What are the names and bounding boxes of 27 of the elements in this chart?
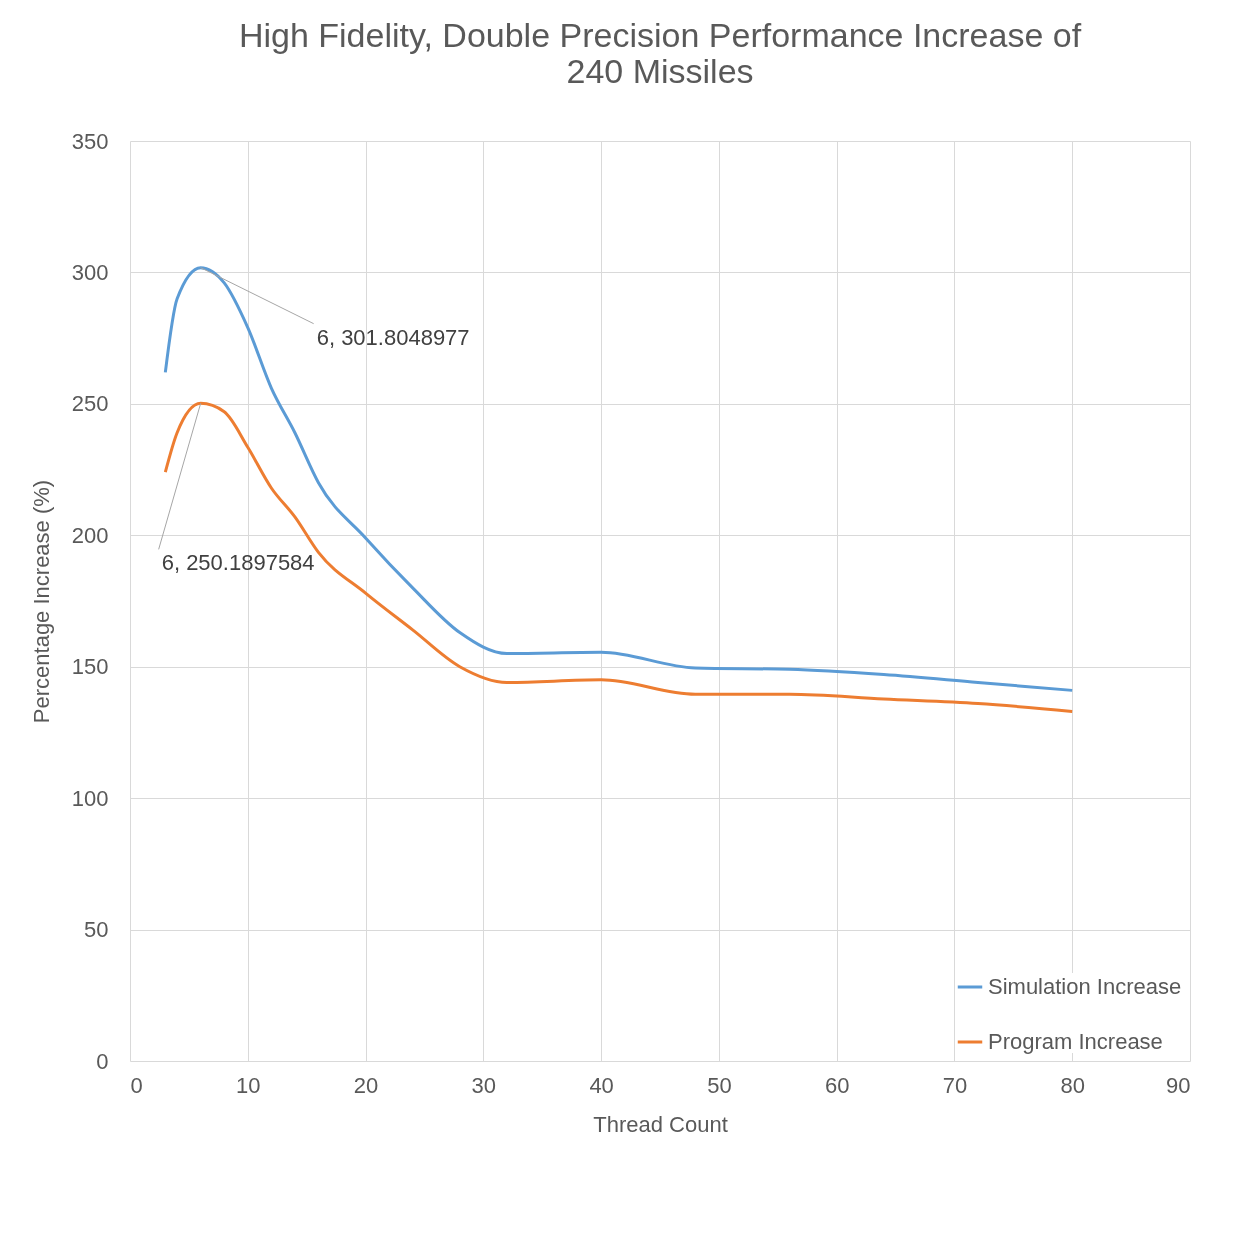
x-tick-label: 30 xyxy=(471,1072,497,1098)
x-tick-label: 20 xyxy=(353,1072,379,1098)
y-tick-label: 300 xyxy=(71,259,109,285)
annotation: 6, 301.8048977 xyxy=(316,324,470,350)
x-tick-label: 90 xyxy=(1166,1072,1191,1098)
y-tick-label: 350 xyxy=(71,128,109,154)
x-tick-label: 70 xyxy=(942,1072,968,1098)
x-tick-label: 50 xyxy=(707,1072,732,1098)
y-tick-label: 100 xyxy=(71,785,109,811)
annotation: 6, 250.1897584 xyxy=(161,550,315,576)
legend-label: Program Increase xyxy=(988,1029,1163,1054)
x-tick-label: 60 xyxy=(824,1072,850,1098)
y-tick-label: 150 xyxy=(71,654,109,680)
y-axis-title: Percentage Increase (%) xyxy=(28,479,54,724)
y-tick-label: 250 xyxy=(71,391,109,417)
y-tick-label: 50 xyxy=(84,917,109,943)
x-axis-title: Thread Count xyxy=(593,1111,728,1137)
y-tick-label: 0 xyxy=(96,1048,109,1074)
x-tick-label: 40 xyxy=(589,1072,614,1098)
x-tick-label: 80 xyxy=(1060,1072,1085,1098)
line-series xyxy=(163,266,1074,692)
y-tick-label: 200 xyxy=(71,522,109,548)
x-tick-label: 10 xyxy=(236,1072,261,1098)
legend-label: Simulation Increase xyxy=(988,974,1182,999)
x-tick-label: 0 xyxy=(130,1072,143,1098)
chart-title: High Fidelity, Double Precision Performance Increase of 240 Missiles xyxy=(238,16,1082,90)
line-series xyxy=(163,401,1074,713)
